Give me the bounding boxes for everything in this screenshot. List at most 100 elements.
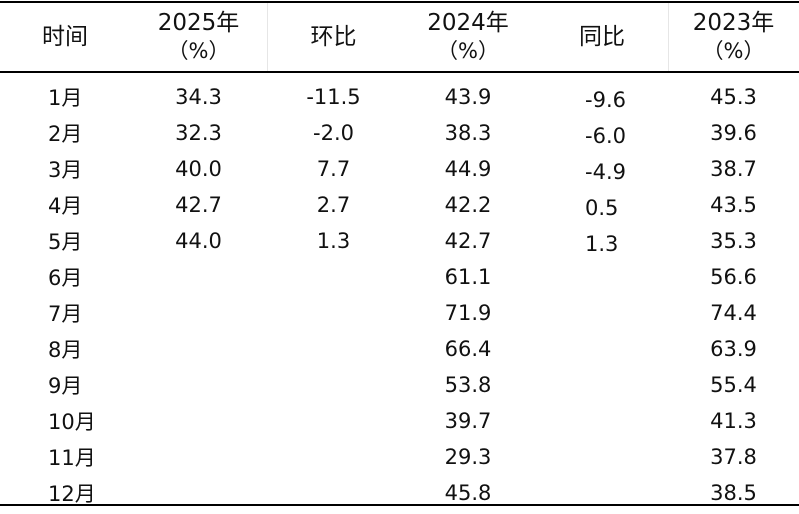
cell-2025 [130, 367, 267, 403]
cell-yoy: -6.0 [585, 124, 626, 148]
cell-mom [267, 475, 400, 511]
cell-2025 [130, 295, 267, 331]
cell-month: 2月 [48, 122, 83, 146]
cell-yoy: -9.6 [585, 88, 626, 112]
cell-2025 [130, 259, 267, 295]
header-2025-unit: （%） [167, 39, 230, 63]
cell-month: 3月 [48, 158, 83, 182]
table-row: 12月 45.8 38.5 [0, 475, 799, 511]
cell-2024: 43.9 [444, 85, 492, 109]
header-2024-unit: （%） [437, 39, 499, 63]
cell-2024: 71.9 [444, 301, 492, 325]
cell-yoy [536, 298, 668, 334]
cell-2025: 32.3 [175, 121, 222, 145]
cell-month: 8月 [48, 338, 83, 362]
cell-2023: 41.3 [710, 409, 757, 433]
cell-2024: 42.7 [444, 229, 492, 253]
cell-2024: 45.8 [444, 481, 492, 505]
cell-mom [267, 367, 400, 403]
cell-yoy [536, 442, 668, 478]
cell-month: 6月 [48, 266, 83, 290]
cell-2024: 38.3 [444, 121, 492, 145]
cell-yoy: 1.3 [585, 232, 619, 256]
table-row: 10月 39.7 41.3 [0, 403, 799, 439]
cell-yoy [536, 370, 668, 406]
cell-2023: 38.7 [710, 157, 757, 181]
cell-month: 11月 [48, 446, 96, 470]
cell-yoy [536, 334, 668, 370]
cell-2025: 34.3 [175, 85, 222, 109]
cell-2024: 39.7 [444, 409, 492, 433]
cell-2023: 55.4 [710, 373, 757, 397]
cell-month: 7月 [48, 302, 83, 326]
cell-yoy [536, 406, 668, 442]
cell-month: 4月 [48, 194, 83, 218]
cell-2023: 45.3 [710, 85, 757, 109]
cell-mom: 2.7 [316, 193, 351, 217]
cell-2023: 35.3 [710, 229, 757, 253]
cell-yoy [536, 478, 668, 514]
cell-mom: -2.0 [313, 121, 354, 145]
cell-mom: -11.5 [306, 85, 361, 109]
cell-2024: 29.3 [444, 445, 492, 469]
cell-2025: 44.0 [175, 229, 222, 253]
table-header-row: 时间 2025年 （%） 环比 2024年 （%） 同比 2023年 （%） [0, 3, 799, 71]
cell-month: 12月 [48, 482, 96, 506]
cell-2023: 38.5 [710, 481, 757, 505]
cell-2025 [130, 403, 267, 439]
header-2025: 2025年 （%） [130, 3, 267, 71]
cell-mom [267, 295, 400, 331]
table-body: 1月 34.3 -11.5 43.9 -9.6 45.3 2月 32.3 -2.0 38.3 -6.… [0, 71, 799, 511]
cell-mom: 1.3 [316, 229, 351, 253]
table-row: 9月 53.8 55.4 [0, 367, 799, 403]
cell-yoy: 0.5 [585, 196, 619, 220]
cell-month: 1月 [48, 86, 83, 110]
cell-2023: 39.6 [710, 121, 757, 145]
cell-2023: 43.5 [710, 193, 757, 217]
table-row: 4月 42.7 2.7 42.2 0.5 43.5 [0, 187, 799, 223]
table-row: 5月 44.0 1.3 42.7 1.3 35.3 [0, 223, 799, 259]
table-row: 1月 34.3 -11.5 43.9 -9.6 45.3 [0, 71, 799, 115]
table-bottom-rule [0, 504, 799, 506]
cell-yoy: -4.9 [585, 160, 626, 184]
cell-2023: 56.6 [710, 265, 757, 289]
table-row: 11月 29.3 37.8 [0, 439, 799, 475]
table-top-rule [0, 1, 799, 3]
cell-2025 [130, 475, 267, 511]
cell-yoy [536, 262, 668, 298]
cell-mom [267, 403, 400, 439]
cell-2024: 61.1 [444, 265, 492, 289]
cell-2025 [130, 331, 267, 367]
cell-2023: 74.4 [710, 301, 757, 325]
table-row: 7月 71.9 74.4 [0, 295, 799, 331]
header-yoy: 同比 [579, 24, 625, 50]
header-2023-unit: （%） [702, 39, 765, 63]
cell-2025 [130, 439, 267, 475]
cell-2024: 42.2 [444, 193, 492, 217]
cell-month: 9月 [48, 374, 83, 398]
cell-month: 10月 [48, 410, 96, 434]
monthly-rate-table: 时间 2025年 （%） 环比 2024年 （%） 同比 2023年 （%） 1… [0, 3, 799, 511]
table-row: 3月 40.0 7.7 44.9 -4.9 38.7 [0, 151, 799, 187]
cell-2024: 44.9 [444, 157, 492, 181]
cell-2024: 53.8 [444, 373, 492, 397]
cell-2025: 42.7 [175, 193, 222, 217]
cell-2023: 37.8 [710, 445, 757, 469]
header-mom: 环比 [310, 24, 357, 50]
cell-mom: 7.7 [316, 157, 351, 181]
header-time: 时间 [42, 24, 88, 50]
table-row: 2月 32.3 -2.0 38.3 -6.0 39.6 [0, 115, 799, 151]
table-row: 8月 66.4 63.9 [0, 331, 799, 367]
cell-mom [267, 259, 400, 295]
table-header-rule [0, 71, 799, 73]
cell-2024: 66.4 [444, 337, 492, 361]
cell-mom [267, 331, 400, 367]
header-2024: 2024年 （%） [400, 3, 536, 71]
cell-mom [267, 439, 400, 475]
header-2023: 2023年 （%） [668, 3, 799, 71]
cell-month: 5月 [48, 230, 83, 254]
header-divider [668, 3, 669, 71]
cell-2025: 40.0 [175, 157, 222, 181]
table-row: 6月 61.1 56.6 [0, 259, 799, 295]
